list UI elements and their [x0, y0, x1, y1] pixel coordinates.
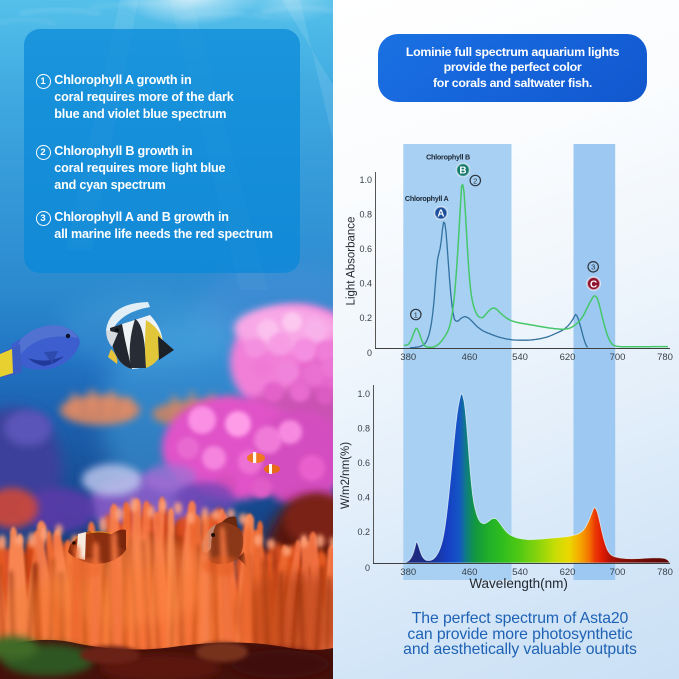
svg-text:0.6: 0.6 [357, 458, 370, 468]
svg-text:460: 460 [462, 352, 478, 363]
svg-text:620: 620 [560, 352, 576, 363]
svg-text:0.8: 0.8 [359, 210, 372, 220]
svg-text:W/m2/nm(%): W/m2/nm(%) [340, 442, 352, 509]
svg-text:700: 700 [610, 567, 626, 578]
svg-text:540: 540 [512, 567, 528, 578]
svg-text:1.0: 1.0 [357, 389, 370, 399]
svg-text:540: 540 [512, 352, 528, 363]
svg-text:460: 460 [462, 567, 478, 578]
svg-text:C: C [590, 279, 597, 290]
svg-text:A: A [437, 209, 444, 220]
svg-text:0: 0 [365, 563, 370, 573]
svg-text:380: 380 [400, 567, 416, 578]
svg-text:0.6: 0.6 [359, 244, 372, 254]
svg-text:0: 0 [367, 348, 372, 358]
svg-text:2: 2 [473, 176, 477, 185]
svg-text:B: B [459, 166, 466, 177]
svg-text:780: 780 [657, 352, 673, 363]
svg-text:1: 1 [414, 310, 418, 319]
svg-text:Wavelength(nm): Wavelength(nm) [469, 576, 568, 591]
svg-text:0.8: 0.8 [357, 424, 370, 434]
svg-text:0.2: 0.2 [357, 527, 370, 537]
svg-text:700: 700 [610, 352, 626, 363]
svg-text:620: 620 [560, 567, 576, 578]
svg-text:780: 780 [657, 567, 673, 578]
svg-text:1.0: 1.0 [359, 175, 372, 185]
svg-text:Chlorophyll A: Chlorophyll A [405, 194, 449, 203]
svg-text:0.2: 0.2 [359, 313, 372, 323]
svg-text:0.4: 0.4 [357, 493, 370, 503]
svg-text:Light Absorbance: Light Absorbance [346, 217, 358, 306]
svg-text:3: 3 [591, 263, 595, 272]
svg-text:380: 380 [400, 352, 416, 363]
svg-text:Chlorophyll B: Chlorophyll B [426, 153, 470, 162]
svg-text:0.4: 0.4 [359, 279, 372, 289]
